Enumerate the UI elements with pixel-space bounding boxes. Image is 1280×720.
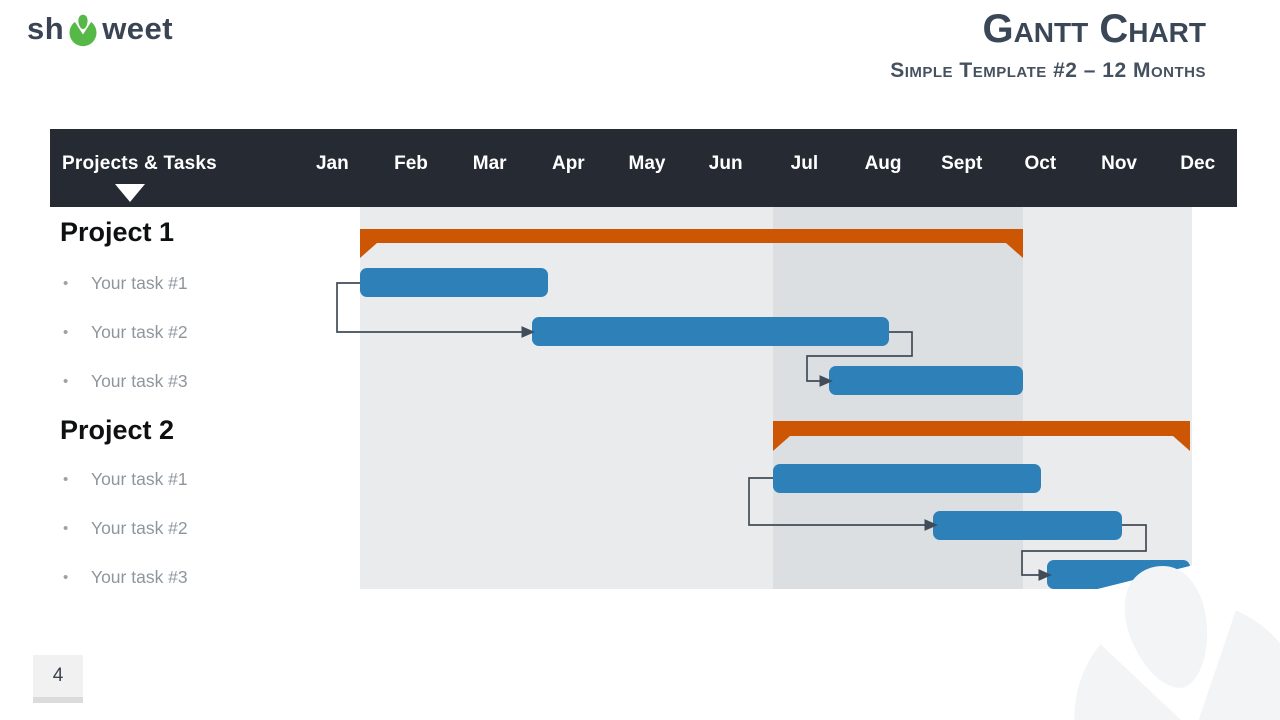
showeet-watermark-icon — [1053, 549, 1280, 720]
slide-title: Gantt Chart — [982, 7, 1206, 51]
showeet-logo: sh weet — [27, 10, 173, 48]
month-label: May — [628, 153, 666, 174]
task-list-item: • Your task #3 — [63, 368, 188, 394]
task-bar — [360, 268, 548, 297]
logo-text-pre: sh — [27, 11, 65, 46]
month-label: Feb — [394, 153, 428, 174]
month-label: Oct — [1024, 153, 1057, 174]
task-list-item: • Your task #1 — [63, 270, 188, 296]
gantt-area — [360, 207, 1192, 589]
task-label: Your task #3 — [91, 370, 188, 391]
task-label: Your task #2 — [91, 517, 188, 538]
month-header-row: Jan Feb Mar Apr May Jun Jul Aug Sept Oct Nov Dec — [293, 129, 1237, 199]
month-label: Jun — [708, 153, 743, 174]
projects-tasks-header: Projects & Tasks — [62, 153, 217, 174]
bullet-icon: • — [63, 470, 69, 488]
caret-down-icon — [115, 184, 145, 202]
task-list-item: • Your task #2 — [63, 319, 188, 345]
month-label: Dec — [1180, 153, 1216, 174]
slide-subtitle: Simple Template #2 – 12 Months — [890, 59, 1206, 82]
task-list-item: • Your task #2 — [63, 515, 188, 541]
task-bar — [933, 511, 1122, 540]
bullet-icon: • — [63, 519, 69, 537]
task-label: Your task #3 — [91, 566, 188, 587]
bullet-icon: • — [63, 568, 69, 586]
bullet-icon: • — [63, 372, 69, 390]
project-heading: Project 2 — [60, 414, 175, 445]
task-list-item: • Your task #1 — [63, 466, 188, 492]
month-label: Mar — [472, 153, 507, 174]
project-summary-bar — [360, 229, 1023, 258]
month-label: Apr — [551, 153, 585, 174]
title-block: Gantt Chart Simple Template #2 – 12 Mont… — [890, 8, 1206, 83]
task-list-item: • Your task #3 — [63, 564, 188, 590]
table-header-bar: Projects & Tasks Jan Feb Mar Apr May Jun Jul Au… — [50, 129, 1237, 207]
month-label: Jul — [790, 153, 819, 174]
project-summary-bar — [773, 421, 1190, 451]
month-label: Aug — [864, 153, 902, 174]
page-number: 4 — [33, 655, 83, 703]
month-label: Jan — [315, 153, 349, 174]
month-label: Sept — [941, 153, 983, 174]
task-label: Your task #2 — [91, 321, 188, 342]
task-bar — [829, 366, 1023, 395]
showeet-logo-icon — [69, 14, 97, 47]
month-label: Nov — [1101, 153, 1137, 174]
bullet-icon: • — [63, 323, 69, 341]
project-heading: Project 1 — [60, 216, 175, 247]
task-label: Your task #1 — [91, 468, 188, 489]
logo-text-post: weet — [102, 11, 174, 46]
task-label: Your task #1 — [91, 272, 188, 293]
task-bar — [773, 464, 1041, 493]
bullet-icon: • — [63, 274, 69, 292]
task-bar — [532, 317, 889, 346]
